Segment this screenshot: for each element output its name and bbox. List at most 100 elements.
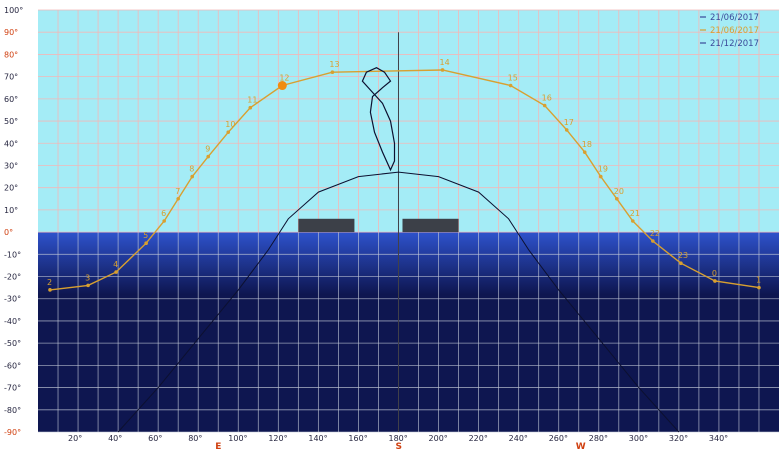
hour-point xyxy=(144,241,148,246)
hour-label: 10 xyxy=(225,120,235,129)
hour-point xyxy=(206,154,211,159)
hour-label: 20 xyxy=(614,187,624,196)
hour-point xyxy=(190,174,195,179)
hour-label: 1 xyxy=(756,276,761,285)
x-tick-label: 240° xyxy=(509,434,528,443)
y-tick-label: -40° xyxy=(4,317,21,326)
grid-layer xyxy=(38,9,779,433)
x-tick-label: 300° xyxy=(629,434,648,443)
y-tick-label: -30° xyxy=(4,295,21,304)
legend-layer: 21/06/2017 21/06/2017 21/12/2017 xyxy=(700,13,759,49)
hour-label: 22 xyxy=(650,229,660,238)
y-tick-label: 10° xyxy=(4,206,18,215)
hour-label: 4 xyxy=(113,260,118,269)
hour-point xyxy=(330,70,335,74)
hour-label: 3 xyxy=(85,273,90,282)
hour-point xyxy=(114,270,118,274)
hour-label: 7 xyxy=(175,187,180,196)
x-tick-label: 20° xyxy=(68,434,82,443)
hour-point xyxy=(598,174,603,179)
hour-label: 13 xyxy=(329,60,339,69)
x-tick-label: 180° xyxy=(388,434,407,443)
hour-label: 15 xyxy=(508,74,518,83)
obstacle-layer xyxy=(298,218,459,233)
hour-label: 12 xyxy=(279,74,289,83)
x-tick-label: 160° xyxy=(348,434,367,443)
hour-point xyxy=(162,219,166,223)
hour-point xyxy=(508,83,513,88)
y-tick-label: -70° xyxy=(4,384,21,393)
hour-point xyxy=(582,150,587,154)
current-sun-marker xyxy=(277,81,287,91)
y-tick-label: -60° xyxy=(4,361,21,370)
analemma-loop xyxy=(361,67,396,172)
compass-label: S xyxy=(395,442,401,449)
x-tick-label: 320° xyxy=(669,434,688,443)
hour-point xyxy=(679,261,683,266)
hour-point xyxy=(614,196,619,201)
x-tick-label: 200° xyxy=(429,434,448,443)
x-tick-label: 40° xyxy=(108,434,122,443)
hour-point xyxy=(86,283,90,288)
y-tick-label: 100° xyxy=(4,6,23,15)
y-tick-label: -20° xyxy=(4,273,21,282)
hour-point xyxy=(651,239,655,243)
y-tick-label: -90° xyxy=(4,428,21,437)
compass-label: E xyxy=(215,442,221,449)
hour-label: 6 xyxy=(161,209,166,218)
hour-point xyxy=(440,68,445,72)
x-tick-label: 280° xyxy=(589,434,608,443)
y-tick-label: 0° xyxy=(4,228,13,237)
hour-label: 19 xyxy=(598,165,608,174)
y-tick-label: 20° xyxy=(4,184,18,193)
x-tick-label: 340° xyxy=(709,434,728,443)
y-tick-label: 80° xyxy=(4,50,18,59)
hour-point xyxy=(48,288,52,292)
series-line xyxy=(117,171,680,433)
x-tick-label: 80° xyxy=(188,434,202,443)
hour-point xyxy=(542,103,547,108)
x-tick-label: 60° xyxy=(148,434,162,443)
y-tick-label: -50° xyxy=(4,339,21,348)
hour-point xyxy=(248,105,253,110)
x-tick-label: 140° xyxy=(308,434,327,443)
hour-label: 9 xyxy=(205,145,210,154)
series-line xyxy=(49,69,760,291)
x-tick-label: 120° xyxy=(268,434,287,443)
hour-point xyxy=(757,285,761,290)
hour-label: 14 xyxy=(440,58,450,67)
x-tick-label: 260° xyxy=(549,434,568,443)
obstacle-block xyxy=(298,218,355,233)
y-tick-label: -80° xyxy=(4,406,21,415)
legend-label: 21/06/2017 xyxy=(710,26,759,36)
hour-point xyxy=(631,219,635,223)
hour-label: 8 xyxy=(189,165,194,174)
x-tick-label: 220° xyxy=(469,434,488,443)
y-tick-label: 90° xyxy=(4,28,18,37)
y-tick-label: 60° xyxy=(4,95,18,104)
hour-point xyxy=(713,279,717,283)
hour-point xyxy=(564,128,569,132)
hour-label: 11 xyxy=(247,96,257,105)
hour-label: 21 xyxy=(630,209,640,218)
legend-label: 21/06/2017 xyxy=(710,13,759,23)
hour-label: 23 xyxy=(678,251,688,260)
horizon-band xyxy=(38,232,779,295)
hour-label: 2 xyxy=(47,278,52,287)
curve-layer xyxy=(49,32,760,433)
hour-point xyxy=(176,196,180,201)
compass-label: W xyxy=(576,442,586,449)
hour-label: 0 xyxy=(712,269,717,278)
axis-layer: 100° 90° 80° 70° 60° 50° 40° 30° 20° 10° 0° -10° -20… xyxy=(4,6,728,452)
hour-label: 16 xyxy=(542,94,552,103)
obstacle-block xyxy=(402,218,459,233)
x-tick-label: 100° xyxy=(228,434,247,443)
y-tick-label: 40° xyxy=(4,139,18,148)
hour-label: 5 xyxy=(143,231,148,240)
y-tick-label: 30° xyxy=(4,161,18,170)
y-tick-label: -10° xyxy=(4,250,21,259)
y-tick-label: 50° xyxy=(4,117,18,126)
